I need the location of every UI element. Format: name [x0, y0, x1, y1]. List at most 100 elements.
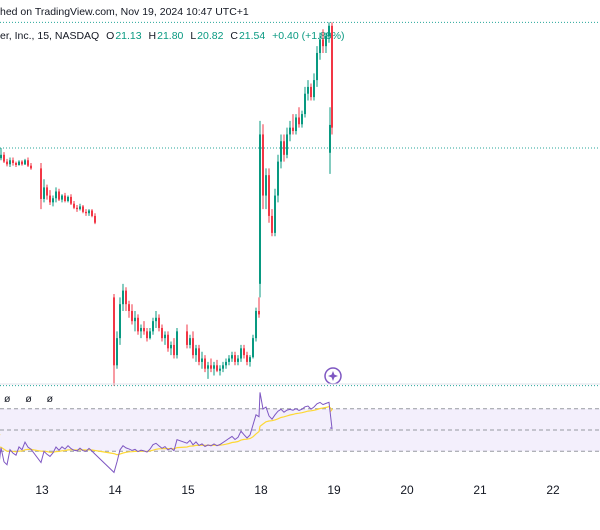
candle	[310, 83, 312, 101]
event-icon[interactable]	[324, 367, 342, 385]
candle	[134, 310, 136, 332]
candle	[258, 297, 260, 318]
candle	[289, 120, 291, 142]
candle	[292, 114, 294, 135]
candle	[58, 188, 60, 201]
x-tick-label: 13	[35, 483, 49, 497]
candle	[313, 73, 315, 101]
candle	[143, 321, 145, 335]
candle	[192, 331, 194, 359]
candle	[70, 194, 72, 206]
candle	[186, 324, 188, 349]
candle	[301, 110, 303, 128]
open-value: 21.13	[115, 30, 142, 42]
candle	[195, 344, 197, 362]
candle	[265, 168, 267, 210]
candle	[91, 209, 93, 218]
candle	[283, 134, 285, 162]
candle	[319, 32, 321, 60]
symbol-name: er, Inc., 15, NASDAQ	[0, 30, 100, 42]
candle	[137, 314, 139, 335]
candle	[274, 188, 276, 237]
candle	[52, 195, 54, 207]
candle	[262, 124, 264, 210]
candle	[3, 152, 5, 163]
candle	[325, 32, 327, 53]
open-label: O	[106, 30, 115, 42]
candle	[128, 300, 130, 318]
candle	[207, 361, 209, 379]
candle	[298, 107, 300, 128]
x-tick-label: 19	[327, 483, 341, 497]
candle	[140, 324, 142, 339]
candle	[61, 194, 63, 203]
candle	[213, 361, 215, 376]
rsi-params: ø ø ø	[4, 393, 60, 405]
candle	[64, 192, 66, 203]
candle	[322, 29, 324, 53]
high-label: H	[148, 30, 157, 42]
rsi-band	[0, 408, 600, 452]
candle	[277, 154, 279, 203]
candle	[255, 307, 257, 342]
candle	[24, 158, 26, 165]
candle	[152, 317, 154, 335]
candle	[15, 161, 17, 168]
high-value: 21.80	[157, 30, 184, 42]
candle	[210, 358, 212, 373]
rsi-line	[0, 392, 333, 474]
candle	[316, 46, 318, 87]
candle	[286, 127, 288, 159]
candle	[161, 324, 163, 342]
candle	[234, 351, 236, 366]
candle	[170, 341, 172, 356]
candle	[67, 195, 69, 203]
candle	[189, 334, 191, 349]
candle	[176, 327, 178, 359]
candle	[240, 344, 242, 362]
candle	[27, 157, 29, 168]
candle	[231, 351, 233, 362]
candle	[204, 355, 206, 373]
published-header: hed on TradingView.com, Nov 19, 2024 10:…	[0, 6, 249, 18]
candle	[237, 355, 239, 366]
candle	[295, 114, 297, 135]
candle	[249, 355, 251, 367]
x-axis: 13 14 15 18 19 20 21 22	[35, 483, 560, 497]
x-tick-label: 18	[254, 483, 268, 497]
candle	[122, 283, 124, 311]
x-tick-label: 21	[473, 483, 487, 497]
candle	[259, 120, 261, 298]
candle	[158, 314, 160, 332]
candle	[82, 205, 84, 214]
candle	[149, 327, 151, 340]
candle	[119, 297, 121, 345]
candle	[9, 157, 11, 168]
low-label: L	[190, 30, 197, 42]
candle	[40, 162, 42, 210]
candle	[43, 179, 45, 203]
x-tick-label: 14	[108, 483, 122, 497]
candle	[246, 351, 248, 366]
candle	[164, 331, 166, 345]
candles	[0, 22, 333, 386]
candle	[76, 205, 78, 212]
candle	[243, 344, 245, 359]
candle	[228, 355, 230, 366]
candle	[271, 209, 273, 237]
x-tick-label: 20	[400, 483, 414, 497]
candle	[304, 86, 306, 118]
candle	[167, 331, 169, 352]
candle	[30, 162, 32, 170]
close-value: 21.54	[238, 30, 266, 42]
candle	[79, 203, 81, 211]
candle	[12, 157, 14, 166]
candle	[18, 160, 20, 166]
candle	[116, 331, 118, 369]
candle	[225, 358, 227, 369]
candle	[222, 361, 224, 373]
candle	[216, 359, 218, 373]
candle	[55, 187, 57, 203]
candle	[0, 148, 2, 161]
